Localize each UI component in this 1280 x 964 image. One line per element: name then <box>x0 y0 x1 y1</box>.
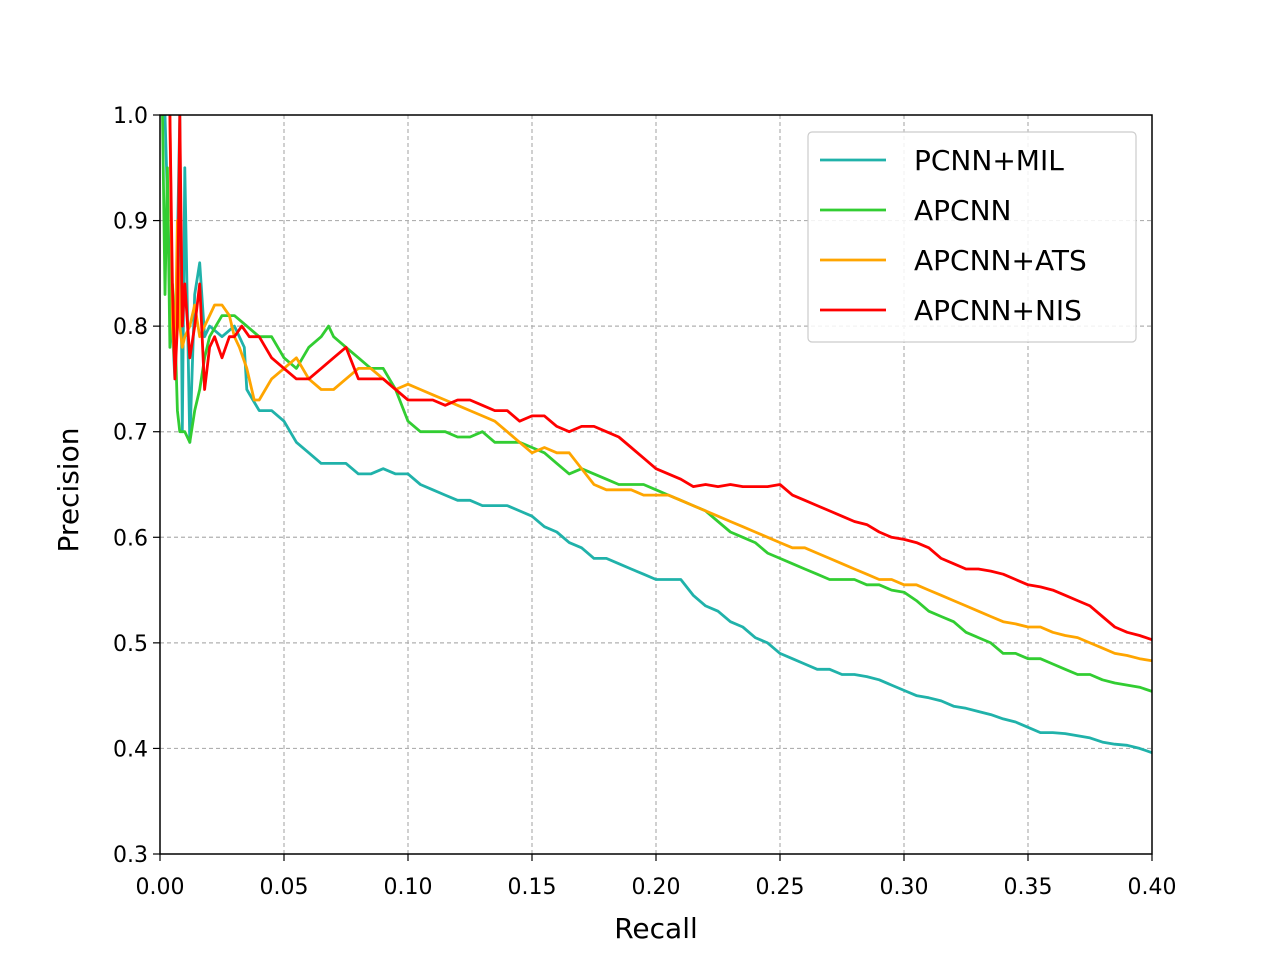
legend: PCNN+MIL APCNN APCNN+ATS APCNN+NIS <box>807 131 1137 343</box>
series-line-3 <box>168 115 1152 642</box>
series-line-1 <box>161 115 1152 693</box>
y-tick-label: 0.5 <box>113 632 148 657</box>
y-tick-label: 0.7 <box>113 421 148 446</box>
legend-label: APCNN <box>914 194 1011 227</box>
y-tick-label: 0.9 <box>113 210 148 235</box>
legend-label: APCNN+ATS <box>914 244 1087 277</box>
series-line-2 <box>168 115 1152 663</box>
x-tick-label: 0.15 <box>508 875 557 900</box>
y-tick-label: 1.0 <box>113 104 148 129</box>
y-axis-ticks: 0.3 0.4 0.5 0.6 0.7 0.8 0.9 1.0 <box>113 104 160 868</box>
y-tick-label: 0.3 <box>113 843 148 868</box>
x-tick-label: 0.30 <box>880 875 929 900</box>
series-lines <box>161 115 1152 755</box>
x-tick-label: 0.35 <box>1004 875 1053 900</box>
y-tick-label: 0.6 <box>113 526 148 551</box>
x-tick-label: 0.00 <box>136 875 185 900</box>
x-tick-label: 0.20 <box>632 875 681 900</box>
x-tick-label: 0.25 <box>756 875 805 900</box>
x-tick-label: 0.40 <box>1128 875 1177 900</box>
x-tick-label: 0.05 <box>260 875 309 900</box>
x-axis-ticks: 0.00 0.05 0.10 0.15 0.20 0.25 0.30 0.35 0.40 <box>136 854 1177 900</box>
y-axis-label: Precision <box>52 428 85 553</box>
y-tick-label: 0.4 <box>113 737 148 762</box>
x-tick-label: 0.10 <box>384 875 433 900</box>
x-axis-label: Recall <box>614 912 698 945</box>
legend-label: APCNN+NIS <box>914 294 1082 327</box>
legend-label: PCNN+MIL <box>914 144 1064 177</box>
y-tick-label: 0.8 <box>113 315 148 340</box>
legend-box <box>807 131 1137 343</box>
